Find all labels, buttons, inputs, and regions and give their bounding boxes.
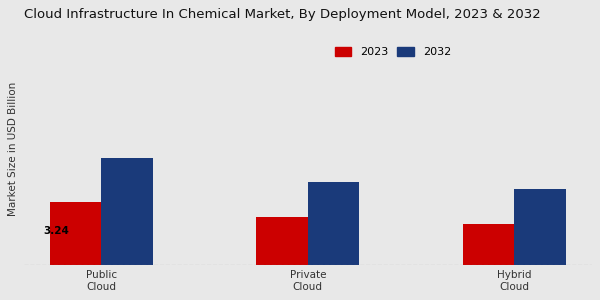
Bar [514,190,566,265]
Bar [50,202,101,265]
Bar [308,182,359,265]
Text: 3.24: 3.24 [43,226,70,236]
Y-axis label: Market Size in USD Billion: Market Size in USD Billion [8,82,19,216]
Legend: 2023, 2032: 2023, 2032 [330,42,455,62]
Bar [463,224,514,265]
Text: Cloud Infrastructure In Chemical Market, By Deployment Model, 2023 & 2032: Cloud Infrastructure In Chemical Market,… [24,8,541,21]
Bar [256,217,308,265]
Bar [101,158,153,265]
